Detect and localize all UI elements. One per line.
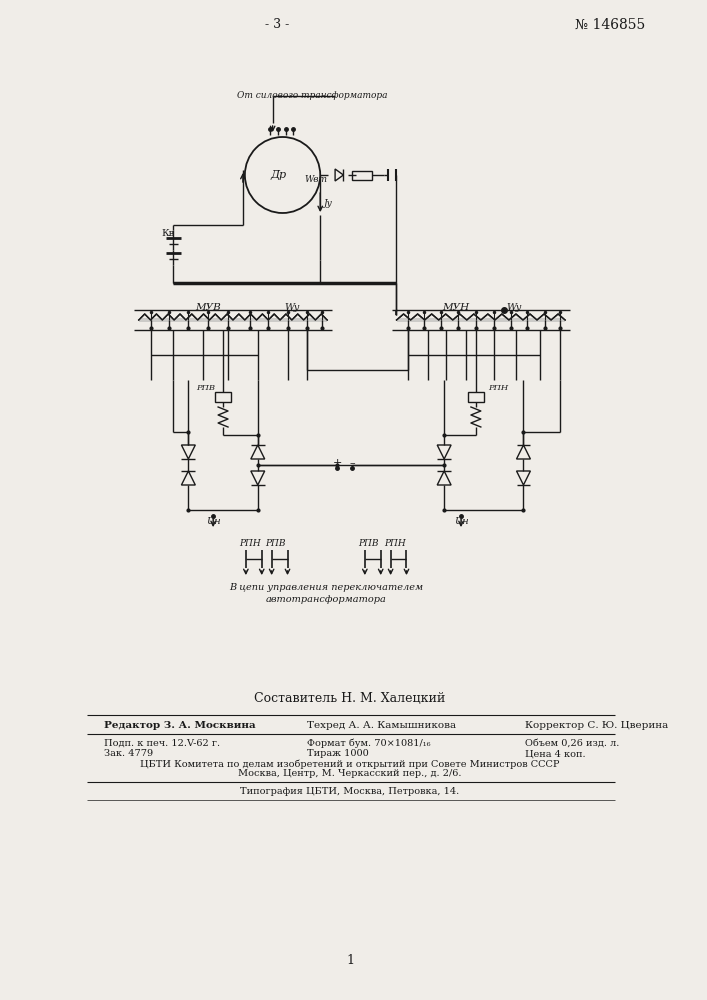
Text: Кв: Кв <box>162 229 175 237</box>
Text: Wy: Wy <box>506 304 521 312</box>
Text: Wвm: Wвm <box>304 176 327 184</box>
Text: Корректор С. Ю. Цверина: Корректор С. Ю. Цверина <box>525 720 669 730</box>
Text: Зак. 4779: Зак. 4779 <box>104 750 153 758</box>
Bar <box>139 318 327 322</box>
Text: Техред А. А. Камышникова: Техред А. А. Камышникова <box>308 720 457 730</box>
Text: Редактор З. А. Москвина: Редактор З. А. Москвина <box>104 720 256 730</box>
Text: автотрансформатора: автотрансформатора <box>266 595 387 604</box>
Text: Jу: Jу <box>324 198 332 208</box>
Text: № 146855: № 146855 <box>575 18 645 32</box>
Bar <box>215 392 231 402</box>
Text: Составитель Н. М. Халецкий: Составитель Н. М. Халецкий <box>255 692 445 704</box>
Text: Цена 4 коп.: Цена 4 коп. <box>525 750 586 758</box>
Text: 1: 1 <box>346 954 354 966</box>
Text: Дp: Дp <box>271 170 286 180</box>
Text: - 3 -: - 3 - <box>265 18 290 31</box>
Text: РПВ: РПВ <box>196 384 215 392</box>
Text: ЦБТИ Комитета по делам изобретений и открытий при Совете Министров СССР: ЦБТИ Комитета по делам изобретений и отк… <box>140 759 560 769</box>
Text: Wy: Wy <box>285 304 300 312</box>
Bar <box>397 318 565 322</box>
Text: РПВ: РПВ <box>358 538 379 548</box>
Text: Типография ЦБТИ, Москва, Петровка, 14.: Типография ЦБТИ, Москва, Петровка, 14. <box>240 786 460 796</box>
Text: Москва, Центр, М. Черкасский пер., д. 2/6.: Москва, Центр, М. Черкасский пер., д. 2/… <box>238 770 462 778</box>
Text: От силового трансформатора: От силового трансформатора <box>237 92 387 101</box>
Text: РПН: РПН <box>488 384 508 392</box>
Text: Тираж 1000: Тираж 1000 <box>308 750 369 758</box>
Text: –: – <box>349 458 355 468</box>
Text: +: + <box>332 458 341 468</box>
Text: Формат бум. 70×1081/₁₆: Формат бум. 70×1081/₁₆ <box>308 738 431 748</box>
Bar <box>352 170 372 180</box>
Text: Объем 0,26 изд. л.: Объем 0,26 изд. л. <box>525 738 620 748</box>
Text: Uн: Uн <box>206 518 221 526</box>
Text: МУН: МУН <box>443 304 469 312</box>
Text: РПВ: РПВ <box>265 538 286 548</box>
Text: Uн: Uн <box>454 518 468 526</box>
Bar <box>468 392 484 402</box>
Text: РПН: РПН <box>239 538 261 548</box>
Text: Подп. к печ. 12.V-62 г.: Подп. к печ. 12.V-62 г. <box>104 738 220 748</box>
Circle shape <box>245 137 320 213</box>
Text: РПН: РПН <box>384 538 405 548</box>
Text: МУВ: МУВ <box>195 304 221 312</box>
Text: В цепи управления переключателем: В цепи управления переключателем <box>229 584 423 592</box>
